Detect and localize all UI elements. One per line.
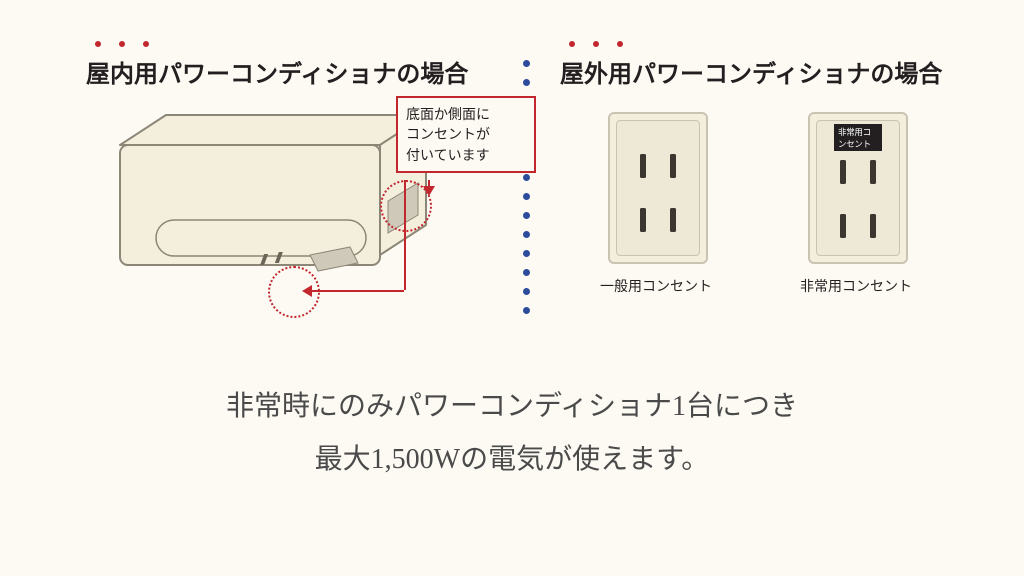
bottom-outlet-highlight <box>268 266 320 318</box>
wall-outlet <box>608 112 708 264</box>
heading-rest: パワーコンディショナの場合 <box>158 61 468 88</box>
wall-outlet: 非常用コンセント <box>808 112 908 264</box>
outlet-caption: 非常用コンセント <box>800 276 912 296</box>
emergency-outlet-label: 非常用コンセント <box>834 124 882 151</box>
heading-emphasis: 屋外用 <box>560 54 632 89</box>
outlet-caption: 一般用コンセント <box>600 276 712 296</box>
heading-rest: パワーコンディショナの場合 <box>632 61 942 88</box>
section-heading: 屋内用パワーコンディショナの場合 <box>86 54 468 89</box>
heading-emphasis: 屋内用 <box>86 54 158 89</box>
callout-box: 底面か側面にコンセントが付いています <box>396 96 536 173</box>
section-heading: 屋外用パワーコンディショナの場合 <box>560 54 942 89</box>
description-text: 非常時にのみパワーコンディショナ1台につき最大1,500Wの電気が使えます。 <box>0 380 1024 486</box>
